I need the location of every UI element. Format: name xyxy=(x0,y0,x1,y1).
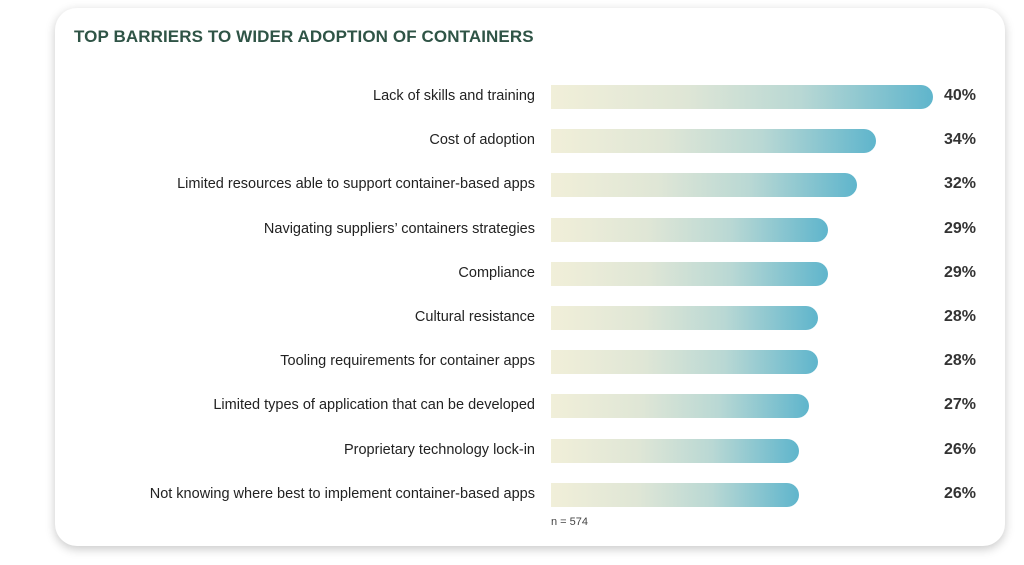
category-label: Navigating suppliers’ containers strateg… xyxy=(263,220,535,237)
bar xyxy=(551,394,809,419)
bar xyxy=(551,350,819,375)
bar-row: Limited types of application that can be… xyxy=(0,394,1024,419)
bar-row: Limited resources able to support contai… xyxy=(0,173,1024,198)
bar-row: Cultural resistance 28% xyxy=(0,306,1024,330)
value-label: 28% xyxy=(944,308,977,325)
category-label: Limited types of application that can be… xyxy=(213,397,535,414)
category-label: Compliance xyxy=(458,264,535,281)
category-label: Cost of adoption xyxy=(429,132,535,149)
value-label: 26% xyxy=(944,440,977,458)
bar xyxy=(551,217,828,242)
bar-row: Lack of skills and training 40% xyxy=(0,85,1024,109)
chart-title: TOP BARRIERS TO WIDER ADOPTION OF CONTAI… xyxy=(74,27,534,46)
category-label: Not knowing where best to implement cont… xyxy=(149,485,535,502)
bar-row: Proprietary technology lock-in 26% xyxy=(0,438,1024,463)
category-label: Cultural resistance xyxy=(414,309,535,325)
bar xyxy=(551,85,933,109)
bar xyxy=(551,129,876,154)
value-label: 26% xyxy=(944,484,977,502)
value-label: 29% xyxy=(944,263,977,281)
bar-row: Tooling requirements for container apps 2… xyxy=(0,350,1024,375)
category-label: Limited resources able to support contai… xyxy=(177,176,535,193)
value-label: 28% xyxy=(944,352,977,370)
value-label: 32% xyxy=(944,175,977,193)
bar xyxy=(551,306,819,330)
bar-row: Not knowing where best to implement cont… xyxy=(0,482,1024,507)
category-label: Lack of skills and training xyxy=(373,88,535,104)
sample-size-note: n = 574 xyxy=(551,516,589,528)
bar-row: Cost of adoption 34% xyxy=(0,129,1024,154)
bar xyxy=(551,261,828,286)
bar xyxy=(551,173,857,198)
category-label: Proprietary technology lock-in xyxy=(343,441,535,458)
bar-row: Navigating suppliers’ containers strateg… xyxy=(0,217,1024,242)
value-label: 40% xyxy=(944,87,977,104)
bar-row: Compliance 29% xyxy=(0,261,1024,286)
bar xyxy=(551,482,800,507)
value-label: 27% xyxy=(944,396,977,414)
value-label: 29% xyxy=(944,219,977,237)
bar xyxy=(551,438,800,463)
category-label: Tooling requirements for container apps xyxy=(280,353,535,370)
value-label: 34% xyxy=(944,131,977,149)
